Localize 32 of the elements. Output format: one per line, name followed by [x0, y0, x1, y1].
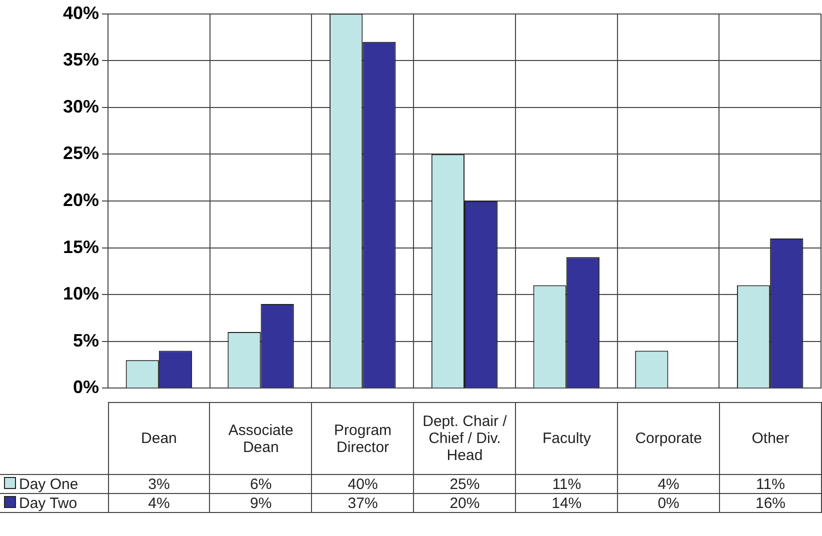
x-tick-label: Associate Dean — [210, 402, 312, 474]
data-label: 20% — [414, 494, 516, 512]
data-label: 37% — [312, 494, 414, 512]
legend-label: Day One — [0, 474, 108, 494]
data-label: 3% — [108, 474, 210, 494]
x-tick-label: Faculty — [516, 402, 618, 474]
y-tick-label: 0% — [72, 377, 99, 398]
data-label: 11% — [720, 474, 822, 494]
data-label: 4% — [108, 494, 210, 512]
data-label: 11% — [516, 474, 618, 494]
data-label: 9% — [210, 494, 312, 512]
x-tick-label: Dean — [108, 402, 210, 474]
data-label: 16% — [720, 494, 822, 512]
y-tick-label: 20% — [62, 190, 99, 210]
data-label: 4% — [618, 474, 720, 494]
y-tick-label: 35% — [62, 50, 99, 70]
data-label: 0% — [618, 494, 720, 512]
data-label: 14% — [516, 494, 618, 512]
x-tick-label: Other — [720, 402, 822, 474]
x-tick-label: Dept. Chair / Chief / Div. Head — [414, 402, 516, 474]
y-tick-label: 30% — [62, 96, 99, 116]
y-tick-label: 5% — [72, 330, 99, 350]
y-tick-label: 10% — [62, 284, 99, 304]
x-tick-label: Program Director — [312, 402, 414, 474]
data-label: 6% — [210, 474, 312, 494]
data-label: 25% — [414, 474, 516, 494]
y-tick-label: 15% — [62, 236, 99, 257]
legend-label: Day Two — [0, 494, 108, 512]
y-tick-label: 40% — [62, 2, 99, 23]
y-tick-label: 25% — [62, 143, 99, 164]
x-tick-label: Corporate — [618, 402, 720, 474]
data-label: 40% — [312, 474, 414, 494]
